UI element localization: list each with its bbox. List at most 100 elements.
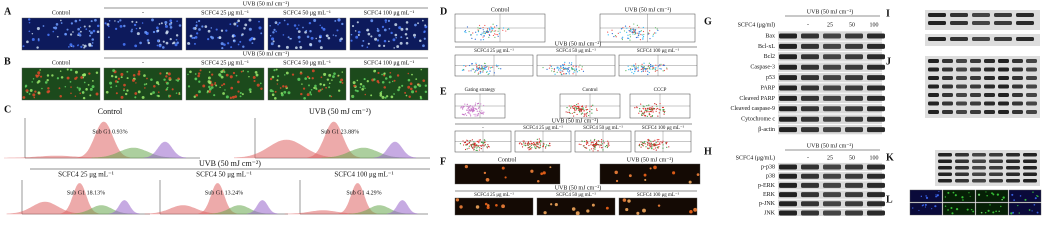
event xyxy=(617,32,619,34)
event xyxy=(477,31,480,33)
cell xyxy=(415,78,418,80)
caption: UVB (50 mJ cm⁻²) xyxy=(627,156,673,163)
event xyxy=(648,144,650,146)
panel-label: C xyxy=(4,104,11,115)
event xyxy=(647,70,649,72)
cell xyxy=(198,28,201,31)
cell xyxy=(130,30,133,33)
cell xyxy=(166,86,169,89)
event xyxy=(633,73,635,75)
event xyxy=(484,139,486,142)
cell xyxy=(115,92,118,95)
cell xyxy=(328,86,331,89)
band xyxy=(928,101,939,106)
event xyxy=(476,103,479,105)
event xyxy=(573,105,575,107)
band xyxy=(845,182,863,188)
cell xyxy=(77,27,80,31)
event xyxy=(493,30,495,32)
event xyxy=(469,108,471,111)
band xyxy=(867,75,885,81)
event xyxy=(583,110,585,112)
cell xyxy=(197,19,201,23)
event xyxy=(640,146,642,148)
cell xyxy=(386,95,389,98)
event xyxy=(540,141,542,143)
band xyxy=(823,54,841,60)
band xyxy=(779,64,797,70)
event xyxy=(477,64,479,67)
event xyxy=(462,140,464,142)
event xyxy=(570,66,573,69)
event xyxy=(535,144,537,146)
cell xyxy=(411,90,415,94)
band xyxy=(942,59,953,63)
band xyxy=(955,179,969,183)
protein-label: JNK xyxy=(764,210,776,216)
band xyxy=(972,13,990,17)
caption: 50 xyxy=(849,155,855,161)
event xyxy=(573,111,575,114)
event xyxy=(635,36,638,39)
event xyxy=(476,115,478,117)
micrograph xyxy=(942,189,976,203)
cell xyxy=(66,28,69,31)
cell xyxy=(504,176,507,179)
cell xyxy=(134,44,138,48)
cell xyxy=(174,43,178,47)
event xyxy=(608,144,610,146)
band xyxy=(1026,84,1037,89)
event xyxy=(472,68,475,70)
event xyxy=(560,73,562,75)
caption: 50 xyxy=(849,22,855,28)
event xyxy=(628,69,630,71)
event xyxy=(626,27,628,29)
cell xyxy=(164,23,167,26)
cell xyxy=(47,33,50,37)
event xyxy=(538,140,541,142)
event xyxy=(651,148,653,150)
event xyxy=(638,31,640,33)
cell xyxy=(282,34,285,36)
event xyxy=(576,71,578,73)
event xyxy=(641,143,643,145)
event xyxy=(487,28,489,30)
event xyxy=(666,68,668,70)
cell xyxy=(134,96,137,99)
cell xyxy=(961,196,964,199)
event xyxy=(536,143,538,145)
event xyxy=(655,144,657,146)
event xyxy=(592,144,594,147)
event xyxy=(470,144,472,146)
panel-label: D xyxy=(440,6,447,17)
event xyxy=(580,111,582,113)
event xyxy=(477,102,480,104)
event xyxy=(475,102,477,104)
event xyxy=(584,114,586,116)
event xyxy=(543,142,545,144)
cell xyxy=(208,87,212,91)
event xyxy=(489,70,491,72)
event xyxy=(474,142,476,144)
cell xyxy=(108,19,111,22)
cell xyxy=(74,77,77,80)
cell xyxy=(69,81,72,83)
cell xyxy=(309,42,313,46)
event xyxy=(657,29,659,31)
cell xyxy=(419,95,422,98)
event xyxy=(471,68,473,70)
event xyxy=(472,32,474,34)
band xyxy=(845,43,863,49)
event xyxy=(585,142,587,144)
event xyxy=(527,142,529,145)
cell xyxy=(37,39,40,42)
cell xyxy=(64,32,67,36)
cell xyxy=(37,38,40,40)
event xyxy=(637,36,639,38)
event xyxy=(586,108,589,111)
event xyxy=(621,37,623,39)
event xyxy=(563,63,566,65)
cell xyxy=(219,86,221,89)
cell xyxy=(1001,198,1003,201)
event xyxy=(563,68,565,71)
